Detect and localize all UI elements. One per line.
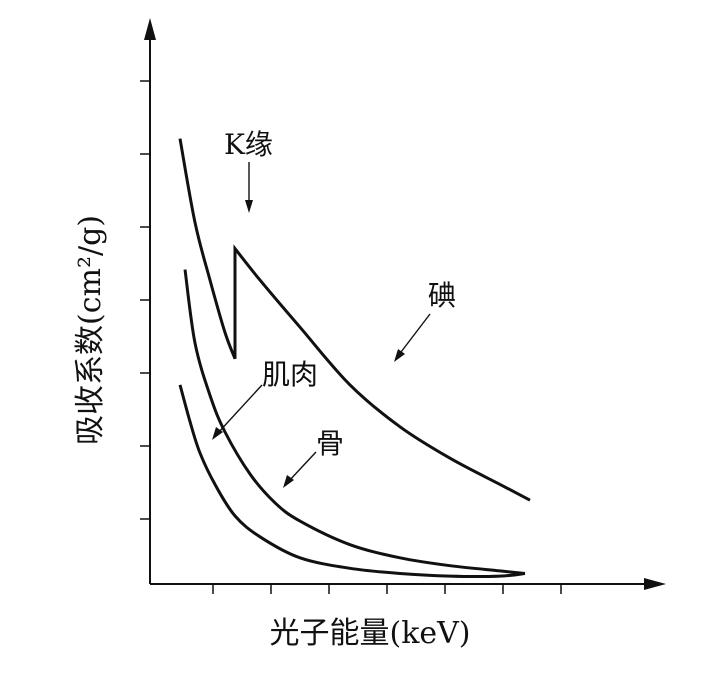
annotation-bone: 骨 bbox=[316, 427, 344, 460]
bone-arrowhead bbox=[283, 475, 294, 488]
iodine-arrow bbox=[397, 313, 431, 357]
ticks bbox=[140, 80, 562, 594]
y-axis-label: 吸收系数(cm²/g) bbox=[73, 215, 108, 445]
series-line-iodine bbox=[178, 138, 531, 502]
series-line-bone bbox=[183, 269, 526, 575]
annotation-iodine: 碘 bbox=[428, 279, 456, 312]
annotation-k-edge: K缘 bbox=[224, 128, 273, 161]
x-axis-arrow bbox=[644, 578, 666, 590]
muscle-arrowhead bbox=[212, 427, 223, 440]
annotation-muscle: 肌肉 bbox=[262, 358, 318, 391]
muscle-arrow bbox=[216, 384, 263, 435]
axes bbox=[144, 18, 666, 590]
annotations: K缘 碘 肌肉 骨 bbox=[212, 128, 456, 488]
y-axis-arrow bbox=[144, 18, 156, 40]
series-line-muscle bbox=[178, 384, 526, 578]
x-axis-label: 光子能量(keV) bbox=[269, 616, 470, 651]
bone-arrow bbox=[287, 451, 317, 483]
series-layer bbox=[178, 138, 531, 578]
iodine-arrowhead bbox=[394, 349, 405, 362]
k-edge-arrowhead bbox=[245, 200, 253, 213]
